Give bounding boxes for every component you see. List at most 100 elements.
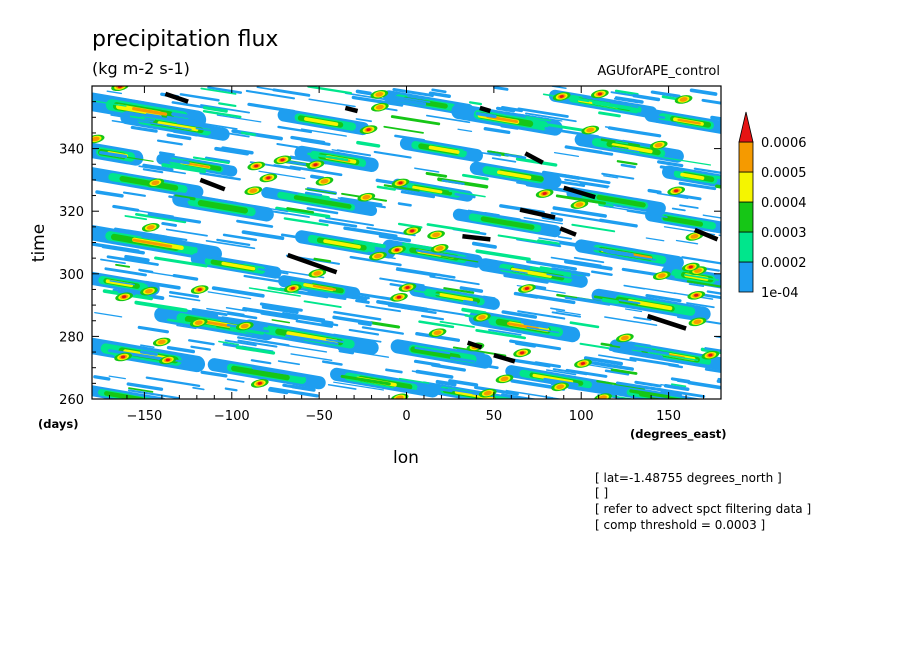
contour-streak xyxy=(567,96,611,105)
contour-streak xyxy=(130,125,158,133)
contour-streak xyxy=(475,264,528,274)
contour-streak xyxy=(202,110,242,119)
contour-streak xyxy=(156,310,178,315)
contour-streak xyxy=(564,296,611,306)
contour-streak xyxy=(376,299,429,312)
contour-streak xyxy=(550,267,591,277)
contour-streak xyxy=(608,347,663,359)
contour-streak xyxy=(407,96,426,100)
contour-streak xyxy=(527,293,576,305)
contour-streak xyxy=(598,111,621,118)
contour-core xyxy=(649,140,668,150)
contour-streak xyxy=(314,194,330,200)
contour-streak xyxy=(206,307,245,316)
contour-streak xyxy=(420,314,445,321)
contour-streak xyxy=(224,339,257,347)
contour-streak xyxy=(356,140,381,148)
contour-streak xyxy=(104,267,147,277)
contour-streak xyxy=(616,160,638,166)
contour-streak xyxy=(307,152,349,162)
contour-streak xyxy=(715,335,721,339)
contour-streak xyxy=(313,257,332,263)
contour-streak xyxy=(124,215,148,221)
contour-streak xyxy=(348,328,380,336)
contour-streak xyxy=(564,259,613,271)
contour-streak xyxy=(168,295,201,302)
contour-streak xyxy=(187,111,203,116)
contour-streak xyxy=(425,171,448,178)
contour-streak xyxy=(509,339,562,351)
contour-streak xyxy=(520,320,550,328)
note-threshold: [ comp threshold = 0.0003 ] xyxy=(595,518,765,532)
contour-streak xyxy=(353,239,386,249)
contour-streak xyxy=(92,242,140,253)
contour-core xyxy=(152,337,171,347)
contour-streak xyxy=(428,91,451,98)
contour-streak xyxy=(454,192,476,199)
contour-core xyxy=(518,284,536,293)
contour-streak xyxy=(529,266,572,276)
contour-core xyxy=(403,226,422,236)
contour-streak xyxy=(662,156,712,166)
contour-streak xyxy=(443,287,475,294)
contour-core xyxy=(398,283,417,292)
contour-streak xyxy=(448,190,486,198)
contour-streak xyxy=(398,377,430,384)
contour-streak xyxy=(308,98,356,108)
contour-streak xyxy=(650,90,681,98)
contour-core xyxy=(667,186,686,196)
overlay-segment xyxy=(462,234,491,242)
contour-streak xyxy=(216,238,251,246)
contour-streak xyxy=(633,316,652,321)
contour-streak xyxy=(717,377,721,381)
contour-streak xyxy=(138,120,192,131)
contour-streak xyxy=(700,347,721,355)
contour-streak xyxy=(579,182,609,189)
contour-streak xyxy=(129,115,145,120)
overlay-segment xyxy=(519,207,556,220)
contour-core xyxy=(570,200,589,209)
contour-core xyxy=(388,245,406,255)
contour-streak xyxy=(161,163,207,174)
contour-band xyxy=(390,339,493,369)
contour-streak xyxy=(122,191,146,197)
contour-streak xyxy=(504,153,527,159)
y-axis-units: (days) xyxy=(38,417,79,431)
contour-streak xyxy=(598,202,614,209)
contour-band xyxy=(295,230,396,259)
contour-streak xyxy=(190,345,211,351)
contour-streak xyxy=(526,259,577,271)
contour-streak xyxy=(463,149,502,157)
contour-core xyxy=(616,333,634,343)
y-axis-label: time xyxy=(29,224,49,262)
contour-streak xyxy=(176,121,212,129)
contour-streak xyxy=(416,387,441,393)
contour-streak xyxy=(188,339,215,346)
contour-streak xyxy=(322,360,343,366)
contour-streak xyxy=(257,268,289,275)
contour-streak xyxy=(191,307,228,317)
colorbar-label: 0.0003 xyxy=(761,226,807,241)
contour-streak xyxy=(161,239,205,249)
contour-streak xyxy=(200,87,237,95)
contour-band xyxy=(207,358,326,390)
contour-core xyxy=(159,355,177,365)
contour-streak xyxy=(126,382,164,391)
contour-core xyxy=(190,285,209,294)
contour-streak xyxy=(137,325,170,334)
contour-streak xyxy=(92,93,146,104)
contour-streak xyxy=(166,133,192,141)
contour-streak xyxy=(650,395,673,399)
contour-streak xyxy=(623,284,646,290)
contour-streak xyxy=(281,312,326,321)
colorbar-label: 0.0002 xyxy=(761,256,807,271)
contour-streak xyxy=(591,270,613,276)
contour-streak xyxy=(550,307,566,312)
contour-streak xyxy=(611,146,640,153)
contour-streak xyxy=(325,338,344,343)
contour-streak xyxy=(383,184,420,192)
contour-streak xyxy=(697,228,721,234)
contour-streak xyxy=(306,207,339,215)
contour-streak xyxy=(483,126,511,135)
